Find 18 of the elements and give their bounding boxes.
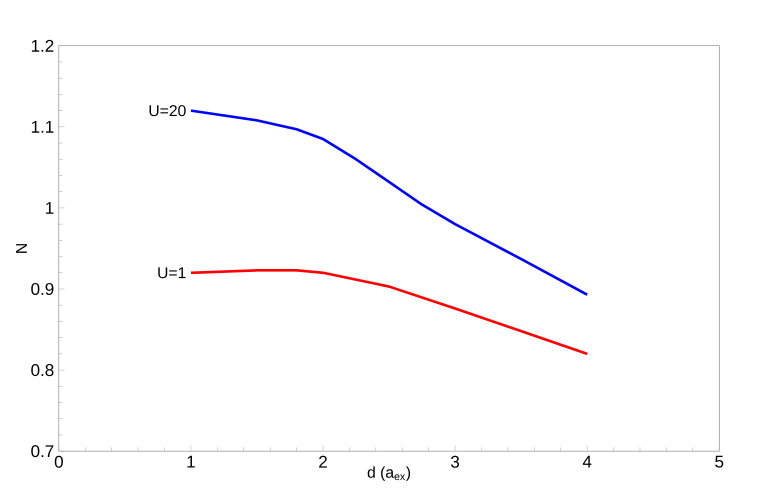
series-label: U=1	[158, 267, 186, 278]
series-label: U=20	[150, 105, 186, 116]
y-tick-label: 1.2	[32, 40, 54, 52]
x-tick-label: 2	[319, 456, 327, 468]
x-tick-label: 5	[715, 456, 724, 468]
y-tick-label: 0.9	[31, 283, 54, 296]
y-axis-title: N	[16, 244, 27, 253]
y-tick-label: 0.8	[31, 364, 54, 376]
y-tick-label: 0.7	[31, 445, 54, 458]
line-series	[190, 109, 588, 296]
line-series	[190, 269, 588, 356]
x-tick-label: 1	[187, 456, 195, 468]
y-tick-label: 1.1	[32, 121, 54, 133]
y-tick-label: 1	[46, 202, 54, 214]
x-tick-label: 4	[582, 456, 592, 468]
x-tick-label: 3	[451, 456, 460, 468]
x-axis-title: d (a$_{ex}$)	[368, 466, 410, 482]
x-tick-label: 0	[54, 456, 63, 468]
